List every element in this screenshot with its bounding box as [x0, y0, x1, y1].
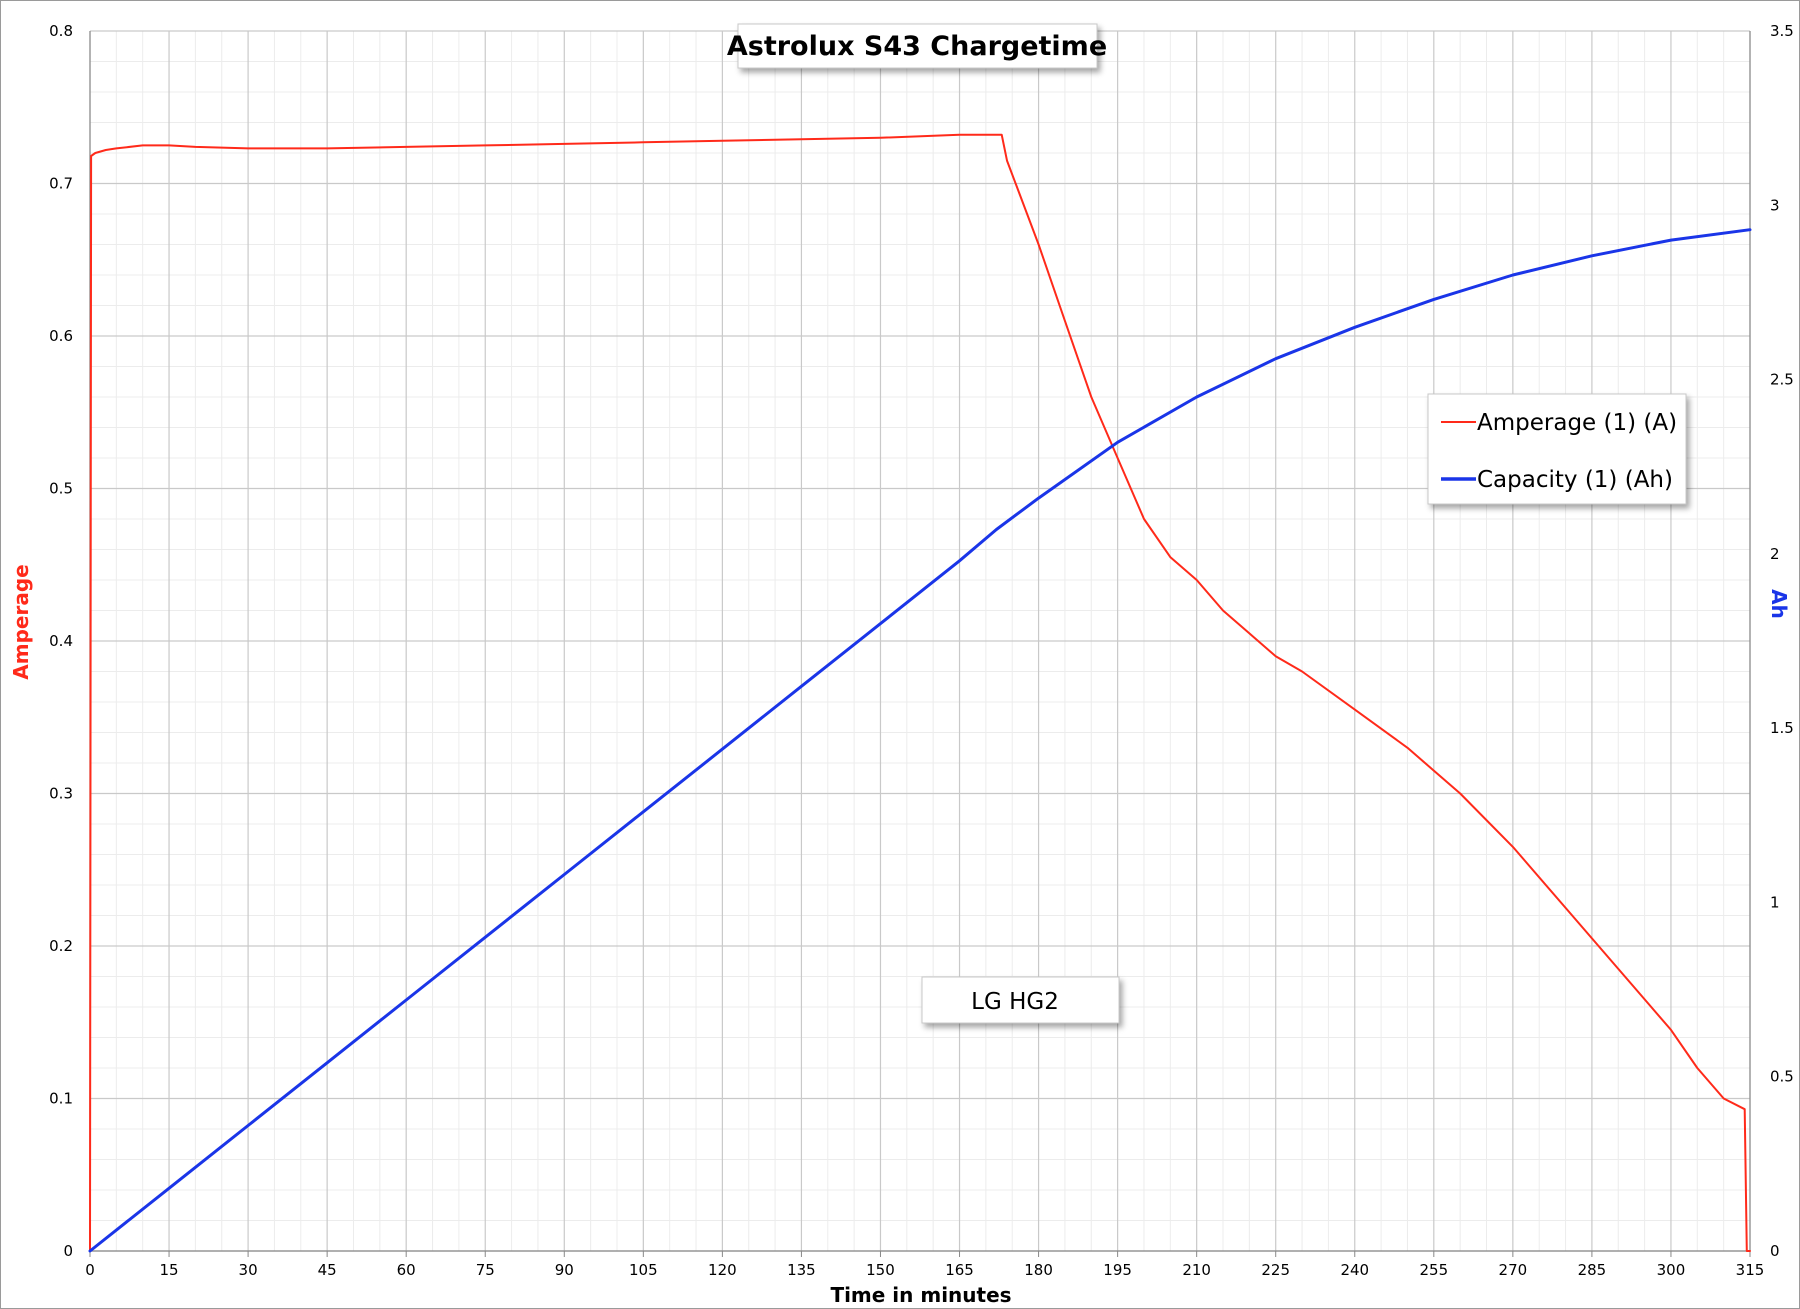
x-tick-label: 165	[945, 1261, 974, 1279]
y-left-axis-ticks: 0 0.1 0.2 0.3 0.4 0.5 0.6 0.7 0.8	[49, 22, 73, 1260]
x-tick-label: 255	[1419, 1261, 1448, 1279]
y-right-tick-label: 3.5	[1770, 22, 1794, 40]
x-tick-label: 135	[787, 1261, 816, 1279]
y-left-tick-label: 0.1	[49, 1090, 73, 1108]
y-left-tick-label: 0	[63, 1242, 73, 1260]
series-line-amperage	[89, 133, 1751, 1252]
x-tick-label: 60	[397, 1261, 416, 1279]
x-tick-label: 285	[1578, 1261, 1607, 1279]
y-right-tick-label: 2	[1770, 545, 1780, 563]
x-tick-label: 15	[160, 1261, 179, 1279]
series-line-capacity	[88, 228, 1752, 1253]
y-right-axis-title: Ah	[1767, 589, 1791, 619]
y-right-tick-label: 3	[1770, 196, 1780, 214]
y-left-tick-label: 0.2	[49, 937, 73, 955]
x-tick-label: 45	[318, 1261, 337, 1279]
x-tick-label: 315	[1736, 1261, 1765, 1279]
y-right-tick-label: 0	[1770, 1242, 1780, 1260]
x-axis-title: Time in minutes	[830, 1283, 1011, 1307]
annotation-box: LG HG2	[921, 976, 1120, 1024]
y-right-tick-label: 1.5	[1770, 719, 1794, 737]
series-layer	[88, 133, 1752, 1253]
legend-label-amperage: Amperage (1) (A)	[1477, 410, 1677, 436]
x-tick-label: 90	[555, 1261, 574, 1279]
annotation-label: LG HG2	[971, 989, 1059, 1015]
y-left-tick-label: 0.3	[49, 785, 73, 803]
y-left-tick-label: 0.4	[49, 632, 73, 650]
y-left-tick-label: 0.7	[49, 175, 73, 193]
y-left-tick-label: 0.8	[49, 22, 73, 40]
chart-title: Astrolux S43 Chargetime	[727, 31, 1107, 62]
x-tick-label: 195	[1103, 1261, 1132, 1279]
x-tick-label: 30	[239, 1261, 258, 1279]
x-tick-label: 210	[1182, 1261, 1211, 1279]
x-tick-label: 180	[1024, 1261, 1053, 1279]
x-tick-label: 270	[1499, 1261, 1528, 1279]
x-tick-label: 300	[1657, 1261, 1686, 1279]
y-left-tick-label: 0.5	[49, 480, 73, 498]
x-tick-label: 150	[866, 1261, 895, 1279]
y-right-tick-label: 1	[1770, 893, 1780, 911]
x-tick-label: 225	[1261, 1261, 1290, 1279]
x-tick-label: 0	[85, 1261, 95, 1279]
title-box: Astrolux S43 Chargetime	[727, 23, 1107, 69]
x-tick-label: 240	[1340, 1261, 1369, 1279]
x-tick-label: 120	[708, 1261, 737, 1279]
x-tick-label: 75	[476, 1261, 495, 1279]
y-right-tick-label: 2.5	[1770, 371, 1794, 389]
x-axis-ticks: 0 15 30 45 60 75 90 105 120 135 150 165 180 195 210 225…	[85, 1251, 1764, 1279]
legend: Amperage (1) (A) Capacity (1) (Ah)	[1427, 393, 1687, 505]
y-left-axis-title: Amperage	[9, 564, 33, 679]
legend-label-capacity: Capacity (1) (Ah)	[1477, 467, 1673, 493]
y-right-tick-label: 0.5	[1770, 1068, 1794, 1086]
y-right-axis-ticks: 0 0.5 1 1.5 2 2.5 3 3.5	[1770, 22, 1794, 1260]
x-tick-label: 105	[629, 1261, 658, 1279]
y-left-tick-label: 0.6	[49, 327, 73, 345]
